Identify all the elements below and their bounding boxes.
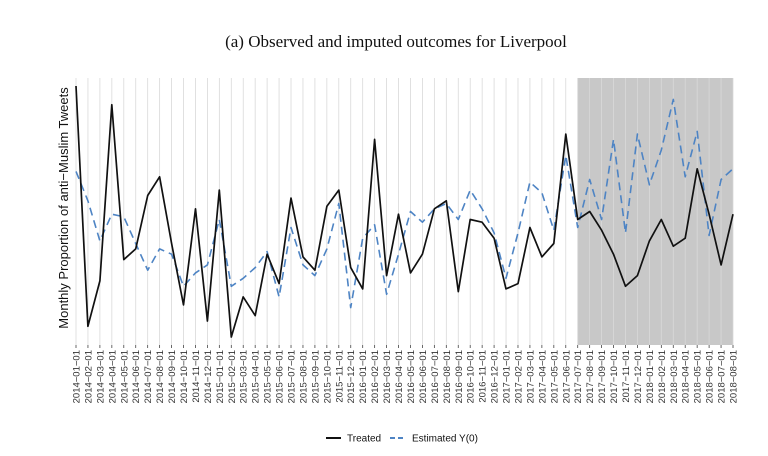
x-tick-label: 2014−09−01 xyxy=(167,350,178,403)
x-tick-label: 2016−11−01 xyxy=(478,350,489,403)
x-tick-label: 2017−07−01 xyxy=(573,350,584,403)
x-tick-label: 2018−05−01 xyxy=(693,350,704,403)
x-tick-label: 2014−06−01 xyxy=(131,350,142,403)
x-tick-label: 2018−01−01 xyxy=(645,350,656,403)
x-tick-label: 2014−10−01 xyxy=(179,350,190,403)
gridlines xyxy=(75,78,734,345)
x-tick-label: 2017−05−01 xyxy=(549,350,560,403)
x-tick-label: 2015−02−01 xyxy=(227,350,238,403)
x-tick-label: 2017−02−01 xyxy=(514,350,525,403)
x-tick-label: 2016−02−01 xyxy=(370,350,381,403)
x-tick-label: 2017−11−01 xyxy=(621,350,632,403)
chart-title: (a) Observed and imputed outcomes for Li… xyxy=(225,32,567,51)
x-tick-label: 2016−05−01 xyxy=(406,350,417,403)
x-tick-label: 2015−07−01 xyxy=(287,350,298,403)
x-tick-label: 2015−03−01 xyxy=(239,350,250,403)
x-tick-label: 2016−10−01 xyxy=(466,350,477,403)
x-tick-label: 2017−06−01 xyxy=(561,350,572,403)
legend-label-treated: Treated xyxy=(347,434,381,445)
legend: Treated Estimated Y(0) xyxy=(326,434,478,445)
x-tick-label: 2017−04−01 xyxy=(537,350,548,403)
x-tick-label: 2016−12−01 xyxy=(490,350,501,403)
x-tick-label: 2015−08−01 xyxy=(299,350,310,403)
x-tick-label: 2015−01−01 xyxy=(215,350,226,403)
x-tick-label: 2016−04−01 xyxy=(394,350,405,403)
x-tick-label: 2014−02−01 xyxy=(83,350,94,403)
x-tick-label: 2014−04−01 xyxy=(107,350,118,403)
x-tick-label: 2015−12−01 xyxy=(346,350,357,403)
x-tick-label: 2018−03−01 xyxy=(669,350,680,403)
treated-line xyxy=(75,85,734,338)
x-tick-label: 2014−01−01 xyxy=(72,350,83,403)
x-tick-label: 2016−09−01 xyxy=(454,350,465,403)
x-tick-label: 2018−08−01 xyxy=(729,350,740,403)
x-tick-label: 2014−12−01 xyxy=(203,350,214,403)
x-tick-label: 2016−03−01 xyxy=(382,350,393,403)
x-tick-label: 2017−08−01 xyxy=(585,350,596,403)
x-tick-label: 2017−09−01 xyxy=(597,350,608,403)
legend-label-estimated: Estimated Y(0) xyxy=(412,434,478,445)
x-tick-label: 2018−02−01 xyxy=(657,350,668,403)
x-tick-label: 2016−08−01 xyxy=(442,350,453,403)
x-tick-label: 2015−06−01 xyxy=(275,350,286,403)
x-tick-label: 2015−10−01 xyxy=(322,350,333,403)
x-tick-label: 2014−11−01 xyxy=(191,350,202,403)
x-tick-label: 2014−07−01 xyxy=(143,350,154,403)
x-tick-label: 2014−05−01 xyxy=(119,350,130,403)
x-tick-label: 2015−04−01 xyxy=(251,350,262,403)
series-lines xyxy=(75,85,734,338)
x-tick-label: 2016−07−01 xyxy=(430,350,441,403)
x-tick-label: 2018−06−01 xyxy=(705,350,716,403)
plot-area xyxy=(76,78,733,345)
x-tick-label: 2015−11−01 xyxy=(334,350,345,403)
x-tick-label: 2017−10−01 xyxy=(609,350,620,403)
x-tick-label: 2015−05−01 xyxy=(263,350,274,403)
x-tick-label: 2014−03−01 xyxy=(95,350,106,403)
x-tick-label: 2016−06−01 xyxy=(418,350,429,403)
x-tick-label: 2015−09−01 xyxy=(310,350,321,403)
x-tick-label: 2017−03−01 xyxy=(525,350,536,403)
y-axis-label: Monthly Proportion of anti−Muslim Tweets xyxy=(56,87,71,329)
x-tick-label: 2018−07−01 xyxy=(717,350,728,403)
x-tick-label: 2014−08−01 xyxy=(155,350,166,403)
x-tick-label: 2018−04−01 xyxy=(681,350,692,403)
x-tick-label: 2017−12−01 xyxy=(633,350,644,403)
x-tick-label: 2016−01−01 xyxy=(358,350,369,403)
post-treatment-shading xyxy=(577,78,733,345)
x-tick-label: 2017−01−01 xyxy=(502,350,513,403)
x-tick-labels: 2014−01−01 2014−02−01 2014−03−01 2014−04−01… xyxy=(72,345,740,403)
